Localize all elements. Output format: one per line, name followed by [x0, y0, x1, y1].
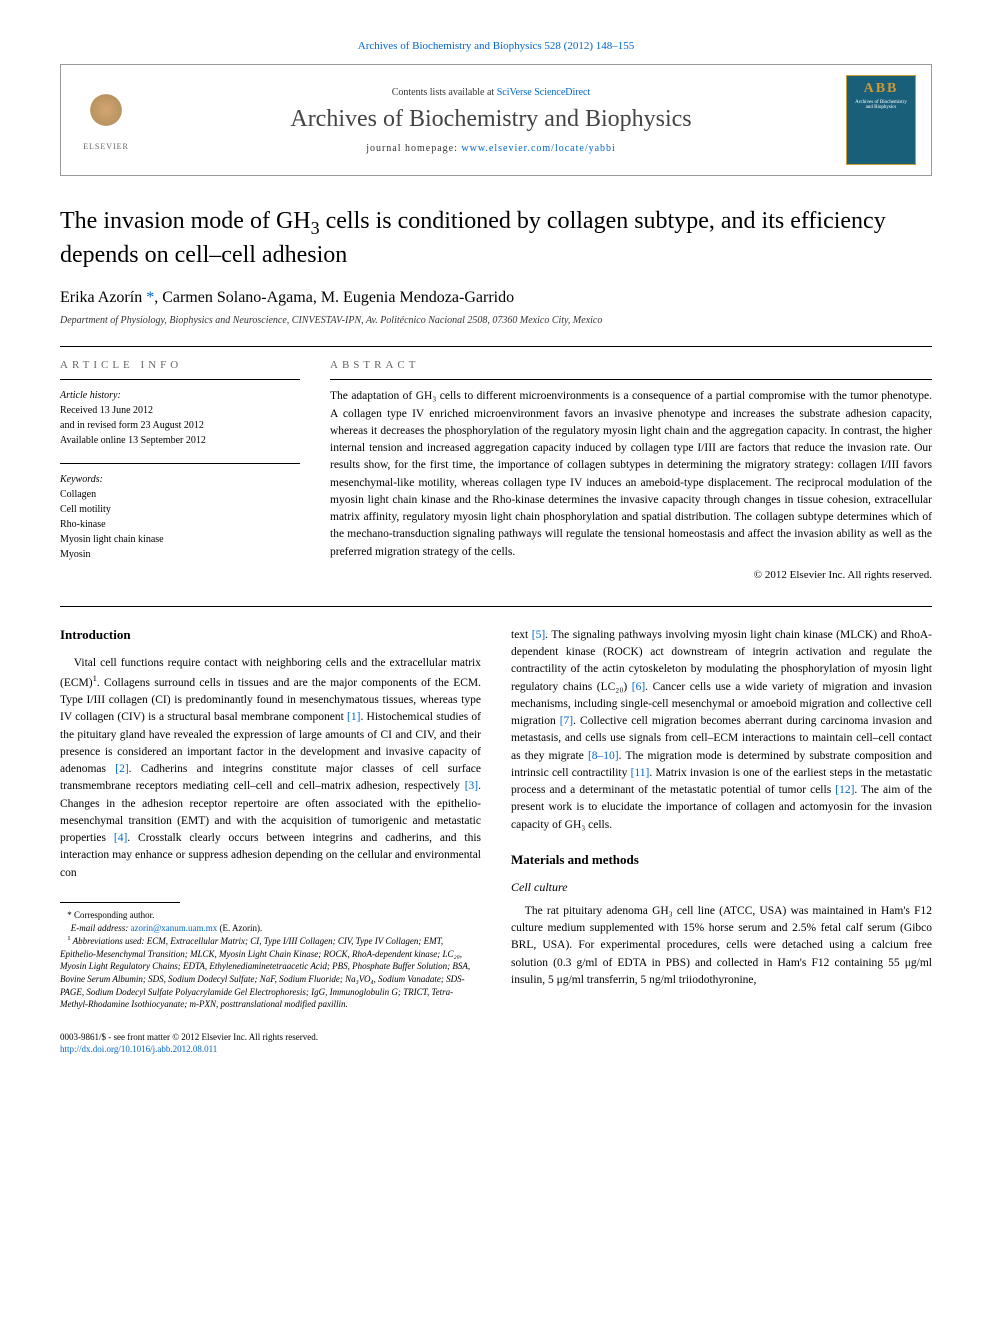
footer: 0003-9861/$ - see front matter © 2012 El… — [60, 1031, 481, 1056]
elsevier-tree-icon — [81, 90, 131, 140]
cell-culture-paragraph: The rat pituitary adenoma GH₃ cell line … — [511, 903, 932, 989]
history-received: Received 13 June 2012 — [60, 403, 300, 418]
history-online: Available online 13 September 2012 — [60, 433, 300, 448]
elsevier-label: ELSEVIER — [83, 142, 129, 151]
keyword: Cell motility — [60, 502, 300, 517]
journal-reference-link[interactable]: Archives of Biochemistry and Biophysics … — [60, 40, 932, 52]
contents-line: Contents lists available at SciVerse Sci… — [136, 87, 846, 98]
email-label: E-mail address: — [71, 923, 131, 933]
authors: Erika Azorín *, Carmen Solano-Agama, M. … — [60, 289, 932, 307]
materials-methods-heading: Materials and methods — [511, 852, 932, 868]
doi-link[interactable]: http://dx.doi.org/10.1016/j.abb.2012.08.… — [60, 1044, 217, 1054]
abstract-header: ABSTRACT — [330, 359, 932, 371]
email-link[interactable]: azorin@xanum.uam.mx — [130, 923, 217, 933]
citation-link[interactable]: [7] — [560, 715, 573, 727]
citation-link[interactable]: [6] — [632, 681, 645, 693]
text: text — [511, 629, 532, 641]
journal-name: Archives of Biochemistry and Biophysics — [136, 106, 846, 133]
article-info-column: ARTICLE INFO Article history: Received 1… — [60, 359, 300, 581]
citation-link[interactable]: [11] — [631, 767, 650, 779]
history-revised: and in revised form 23 August 2012 — [60, 418, 300, 433]
affiliation: Department of Physiology, Biophysics and… — [60, 315, 932, 326]
citation-link[interactable]: [12] — [835, 784, 854, 796]
corresponding-footnote: * Corresponding author. — [60, 909, 481, 922]
sciverse-link[interactable]: SciVerse ScienceDirect — [497, 87, 591, 98]
header-center: Contents lists available at SciVerse Sci… — [136, 87, 846, 154]
citation-link[interactable]: [3] — [465, 780, 478, 792]
corresponding-star[interactable]: * — [142, 289, 154, 306]
footnote-divider — [60, 902, 180, 903]
right-column: text [5]. The signaling pathways involvi… — [511, 627, 932, 1056]
citation-link[interactable]: [8–10] — [588, 750, 619, 762]
elsevier-logo: ELSEVIER — [76, 85, 136, 155]
cell-culture-heading: Cell culture — [511, 880, 932, 895]
history-label: Article history: — [60, 388, 300, 403]
intro-continued: text [5]. The signaling pathways involvi… — [511, 627, 932, 834]
divider — [60, 606, 932, 607]
journal-header: ELSEVIER Contents lists available at Sci… — [60, 64, 932, 176]
keyword: Myosin light chain kinase — [60, 532, 300, 547]
citation-link[interactable]: [4] — [114, 832, 127, 844]
footnote-text: Abbreviations used: ECM, Extracellular M… — [60, 936, 470, 1009]
article-info-header: ARTICLE INFO — [60, 359, 300, 371]
title-subscript: 3 — [311, 218, 320, 238]
divider — [60, 346, 932, 347]
contents-prefix: Contents lists available at — [392, 87, 497, 98]
abbreviations-footnote: 1 Abbreviations used: ECM, Extracellular… — [60, 934, 481, 1011]
copyright: © 2012 Elsevier Inc. All rights reserved… — [330, 569, 932, 581]
email-suffix: (E. Azorín). — [217, 923, 262, 933]
keyword: Rho-kinase — [60, 517, 300, 532]
author-corresponding: Erika Azorín — [60, 289, 142, 306]
abstract-text: The adaptation of GH₃ cells to different… — [330, 379, 932, 561]
homepage-prefix: journal homepage: — [366, 143, 461, 154]
citation-link[interactable]: [2] — [115, 763, 128, 775]
body-two-columns: Introduction Vital cell functions requir… — [60, 627, 932, 1056]
article-history: Article history: Received 13 June 2012 a… — [60, 379, 300, 448]
citation-link[interactable]: [1] — [347, 711, 360, 723]
abb-cover-logo: ABB Archives of Biochemistry and Biophys… — [846, 75, 916, 165]
abb-sublabel: Archives of Biochemistry and Biophysics — [852, 100, 910, 110]
keyword: Collagen — [60, 487, 300, 502]
authors-rest: , Carmen Solano-Agama, M. Eugenia Mendoz… — [154, 289, 514, 306]
homepage-link[interactable]: www.elsevier.com/locate/yabbi — [461, 143, 615, 154]
email-footnote: E-mail address: azorin@xanum.uam.mx (E. … — [60, 922, 481, 935]
keyword: Myosin — [60, 547, 300, 562]
issn-line: 0003-9861/$ - see front matter © 2012 El… — [60, 1031, 481, 1044]
article-title: The invasion mode of GH3 cells is condit… — [60, 206, 932, 271]
citation-link[interactable]: [5] — [532, 629, 545, 641]
homepage-line: journal homepage: www.elsevier.com/locat… — [136, 143, 846, 154]
title-part1: The invasion mode of GH — [60, 208, 311, 234]
abstract-column: ABSTRACT The adaptation of GH₃ cells to … — [330, 359, 932, 581]
info-abstract-row: ARTICLE INFO Article history: Received 1… — [60, 359, 932, 581]
abb-label: ABB — [864, 81, 899, 97]
keywords-block: Keywords: Collagen Cell motility Rho-kin… — [60, 463, 300, 562]
keywords-label: Keywords: — [60, 472, 300, 487]
intro-paragraph: Vital cell functions require contact wit… — [60, 655, 481, 882]
introduction-heading: Introduction — [60, 627, 481, 643]
left-column: Introduction Vital cell functions requir… — [60, 627, 481, 1056]
